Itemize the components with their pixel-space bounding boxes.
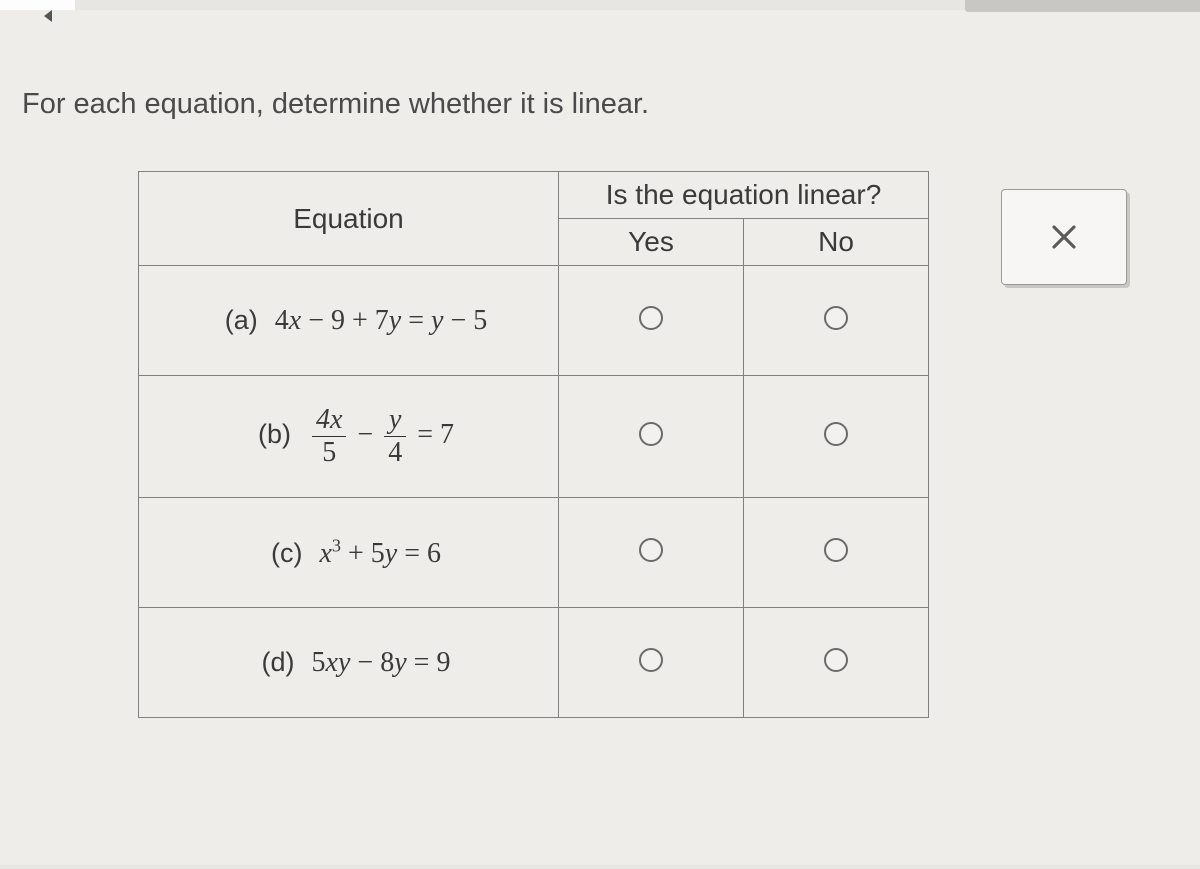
equation-header: Equation <box>139 172 559 266</box>
table-row-b: (b) 4x5 − y4 = 7 <box>139 376 929 498</box>
top-bar-fragment <box>0 0 75 10</box>
radio-a-no[interactable] <box>824 306 848 330</box>
no-header: No <box>744 219 929 266</box>
radio-b-no[interactable] <box>824 422 848 446</box>
equation-cell-b: (b) 4x5 − y4 = 7 <box>139 376 559 498</box>
equation-table: Equation Is the equation linear? Yes No … <box>138 171 929 718</box>
row-label: (b) <box>258 419 291 449</box>
radio-a-yes-cell <box>559 266 744 376</box>
content-row: Equation Is the equation linear? Yes No … <box>0 171 1200 718</box>
row-label: (a) <box>225 305 258 335</box>
question-prompt: For each equation, determine whether it … <box>22 88 1200 121</box>
equation-c: x3 + 5y = 6 <box>319 538 441 569</box>
table-row-a: (a) 4x − 9 + 7y = y − 5 <box>139 266 929 376</box>
yes-header: Yes <box>559 219 744 266</box>
radio-a-yes[interactable] <box>639 306 663 330</box>
radio-b-yes[interactable] <box>639 422 663 446</box>
radio-a-no-cell <box>744 266 929 376</box>
table-row-c: (c) x3 + 5y = 6 <box>139 498 929 608</box>
row-label: (d) <box>262 647 295 677</box>
radio-c-no-cell <box>744 498 929 608</box>
equation-cell-c: (c) x3 + 5y = 6 <box>139 498 559 608</box>
radio-d-no-cell <box>744 608 929 718</box>
radio-b-no-cell <box>744 376 929 498</box>
equation-d: 5xy − 8y = 9 <box>312 647 451 678</box>
radio-c-yes[interactable] <box>639 538 663 562</box>
radio-b-yes-cell <box>559 376 744 498</box>
close-button[interactable] <box>1001 189 1127 285</box>
header-row-1: Equation Is the equation linear? <box>139 172 929 219</box>
back-arrow-icon[interactable] <box>44 10 52 22</box>
radio-c-no[interactable] <box>824 538 848 562</box>
radio-c-yes-cell <box>559 498 744 608</box>
radio-d-yes-cell <box>559 608 744 718</box>
row-label: (c) <box>271 538 302 568</box>
radio-d-no[interactable] <box>824 648 848 672</box>
table-row-d: (d) 5xy − 8y = 9 <box>139 608 929 718</box>
close-icon <box>1049 222 1079 252</box>
header-strip <box>965 0 1200 12</box>
equation-cell-d: (d) 5xy − 8y = 9 <box>139 608 559 718</box>
question-panel: For each equation, determine whether it … <box>0 10 1200 865</box>
equation-cell-a: (a) 4x − 9 + 7y = y − 5 <box>139 266 559 376</box>
equation-b: 4x5 − y4 = 7 <box>308 419 454 450</box>
radio-d-yes[interactable] <box>639 648 663 672</box>
equation-a: 4x − 9 + 7y = y − 5 <box>275 305 488 336</box>
linear-question-header: Is the equation linear? <box>559 172 929 219</box>
